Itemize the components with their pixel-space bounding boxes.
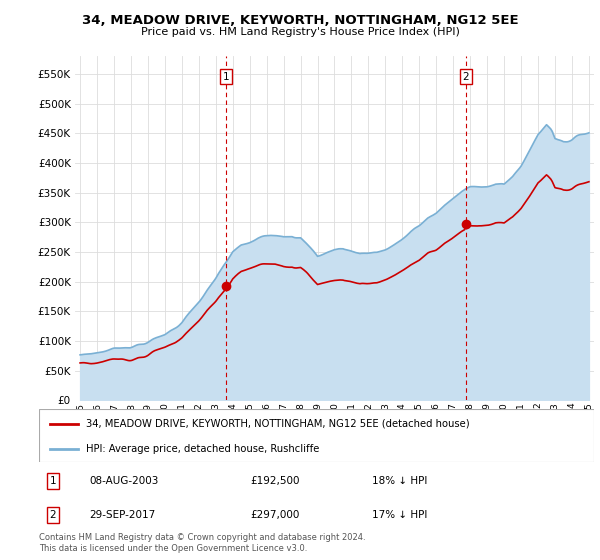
Text: 29-SEP-2017: 29-SEP-2017: [89, 510, 155, 520]
Text: 08-AUG-2003: 08-AUG-2003: [89, 476, 158, 486]
Text: 1: 1: [50, 476, 56, 486]
Text: 2: 2: [463, 72, 469, 82]
Point: [47, 421, 54, 427]
Text: Price paid vs. HM Land Registry's House Price Index (HPI): Price paid vs. HM Land Registry's House …: [140, 27, 460, 37]
Text: 1: 1: [223, 72, 230, 82]
Text: £297,000: £297,000: [250, 510, 299, 520]
Point: [47, 445, 54, 452]
Text: 18% ↓ HPI: 18% ↓ HPI: [372, 476, 427, 486]
Text: 17% ↓ HPI: 17% ↓ HPI: [372, 510, 427, 520]
Point: [74, 421, 82, 427]
Text: 34, MEADOW DRIVE, KEYWORTH, NOTTINGHAM, NG12 5EE: 34, MEADOW DRIVE, KEYWORTH, NOTTINGHAM, …: [82, 14, 518, 27]
Text: £192,500: £192,500: [250, 476, 299, 486]
Point: [74, 445, 82, 452]
Text: Contains HM Land Registry data © Crown copyright and database right 2024.
This d: Contains HM Land Registry data © Crown c…: [39, 533, 365, 553]
Text: HPI: Average price, detached house, Rushcliffe: HPI: Average price, detached house, Rush…: [86, 444, 320, 454]
Text: 34, MEADOW DRIVE, KEYWORTH, NOTTINGHAM, NG12 5EE (detached house): 34, MEADOW DRIVE, KEYWORTH, NOTTINGHAM, …: [86, 419, 470, 429]
Text: 2: 2: [50, 510, 56, 520]
